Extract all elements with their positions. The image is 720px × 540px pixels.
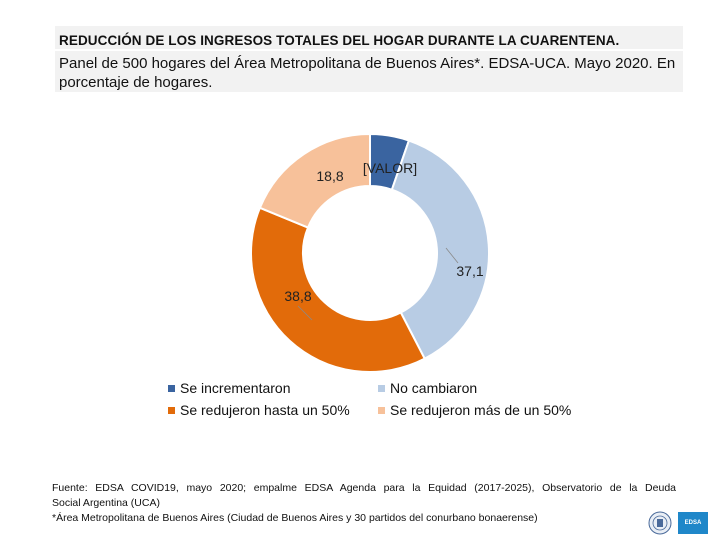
title-box: REDUCCIÓN DE LOS INGRESOS TOTALES DEL HO… bbox=[55, 26, 683, 92]
leader-line-3 bbox=[297, 305, 313, 321]
data-label-3: 38,8 bbox=[284, 288, 311, 304]
source-line-3: *Área Metropolitana de Buenos Aires (Ciu… bbox=[52, 512, 538, 524]
source-line-1: Fuente: EDSA COVID19, mayo 2020; empalme… bbox=[52, 482, 676, 494]
data-label-2: 37,1 bbox=[456, 263, 483, 279]
legend-item-redujeron-hasta-50: Se redujeron hasta un 50% bbox=[168, 402, 350, 418]
chart-subtitle: Panel de 500 hogares del Área Metropolit… bbox=[59, 55, 676, 91]
legend-item-redujeron-mas-50: Se redujeron más de un 50% bbox=[378, 402, 571, 418]
uca-seal-logo bbox=[648, 511, 672, 535]
legend-label: Se redujeron hasta un 50% bbox=[180, 402, 350, 418]
source-note: Fuente: EDSA COVID19, mayo 2020; empalme… bbox=[52, 481, 676, 526]
source-line-2: Social Argentina (UCA) bbox=[52, 497, 160, 509]
data-label-4: 18,8 bbox=[316, 168, 343, 184]
legend-swatch bbox=[378, 384, 385, 392]
donut-slice-2 bbox=[390, 139, 490, 361]
legend-item-se-incrementaron: Se incrementaron bbox=[168, 380, 291, 396]
legend-swatch bbox=[168, 406, 175, 414]
legend-swatch bbox=[378, 406, 385, 414]
legend-label: Se incrementaron bbox=[180, 380, 291, 396]
donut-slice-3 bbox=[250, 206, 427, 373]
legend-label: No cambiaron bbox=[390, 380, 478, 396]
donut-slice-4 bbox=[258, 132, 371, 229]
data-label-1: [VALOR] bbox=[363, 160, 417, 176]
legend-item-no-cambiaron: No cambiaron bbox=[378, 380, 477, 396]
leader-line-2 bbox=[445, 247, 459, 264]
title-divider bbox=[55, 49, 683, 51]
chart-title: REDUCCIÓN DE LOS INGRESOS TOTALES DEL HO… bbox=[59, 33, 620, 48]
legend-label: Se redujeron más de un 50% bbox=[390, 402, 572, 418]
legend-swatch bbox=[168, 384, 175, 392]
edsa-logo: EDSA bbox=[678, 512, 708, 534]
